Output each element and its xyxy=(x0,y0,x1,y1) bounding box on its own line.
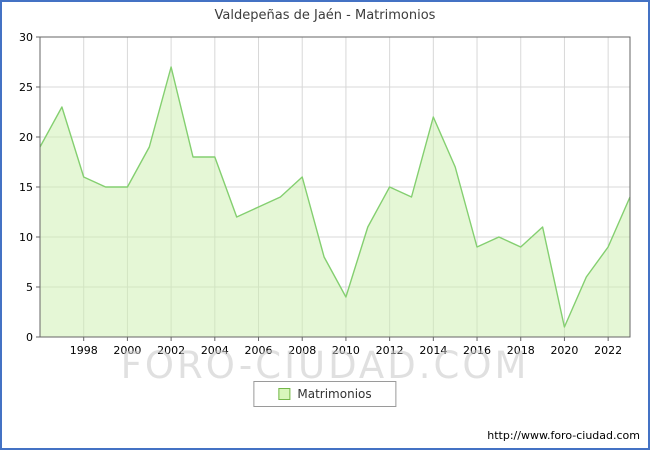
y-tick-label: 5 xyxy=(26,281,33,294)
x-tick-label: 2000 xyxy=(113,344,141,357)
area-fill xyxy=(40,67,630,337)
y-tick-label: 30 xyxy=(19,31,33,44)
chart-title: Valdepeñas de Jaén - Matrimonios xyxy=(214,8,436,23)
x-tick-label: 1998 xyxy=(70,344,98,357)
x-tick-label: 2006 xyxy=(245,344,273,357)
y-tick-label: 25 xyxy=(19,81,33,94)
y-tick-label: 20 xyxy=(19,131,33,144)
y-tick-label: 0 xyxy=(26,331,33,344)
y-tick-label: 10 xyxy=(19,231,33,244)
x-tick-label: 2016 xyxy=(463,344,491,357)
x-tick-label: 2008 xyxy=(288,344,316,357)
x-tick-label: 2012 xyxy=(376,344,404,357)
series-line xyxy=(39,66,631,328)
legend-label: Matrimonios xyxy=(297,387,372,401)
footer-url: http://www.foro-ciudad.com xyxy=(487,429,640,442)
x-tick-label: 2002 xyxy=(157,344,185,357)
x-tick-label: 2022 xyxy=(594,344,622,357)
x-tick-label: 2004 xyxy=(201,344,229,357)
legend-swatch-icon xyxy=(278,388,291,400)
x-tick-label: 2018 xyxy=(507,344,535,357)
y-tick-label: 15 xyxy=(19,181,33,194)
legend-box: Matrimonios xyxy=(253,381,397,407)
x-tick-label: 2010 xyxy=(332,344,360,357)
x-tick-label: 2014 xyxy=(419,344,447,357)
x-tick-label: 2020 xyxy=(550,344,578,357)
